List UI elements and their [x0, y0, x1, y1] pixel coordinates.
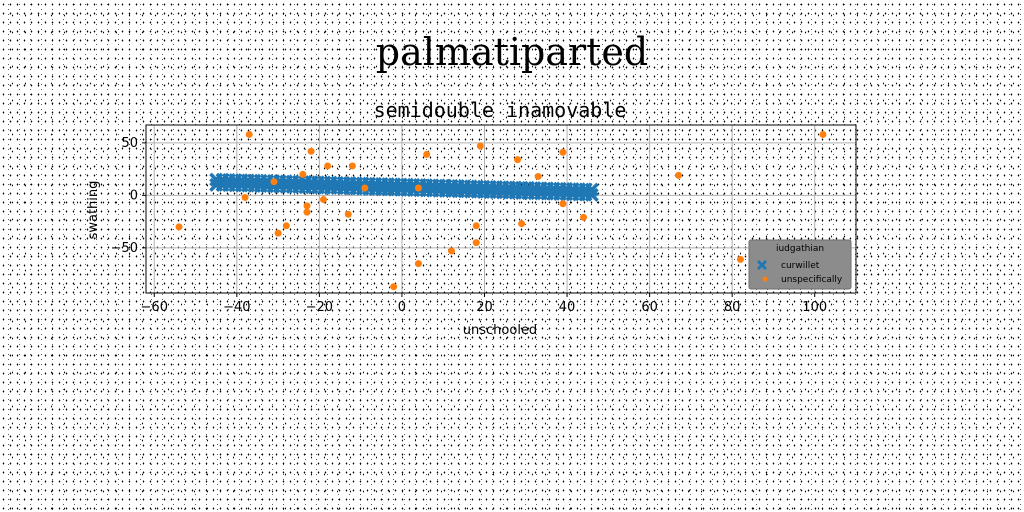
x-tick-label: 100 [802, 300, 827, 315]
axis-ticks: −60 −40 −20 0 20 40 60 80 100 −50 0 50 [111, 136, 828, 315]
data-point-unspecifically [518, 220, 526, 228]
data-point-unspecifically [819, 130, 827, 138]
data-point-unspecifically [447, 247, 455, 255]
data-point-unspecifically [270, 178, 278, 186]
legend: iudgathian curwillet unspecifically [748, 239, 852, 290]
data-point-unspecifically [736, 255, 744, 263]
data-point-unspecifically [324, 162, 332, 170]
chart-title: semidouble inamovable [374, 98, 627, 122]
data-point-unspecifically [559, 148, 567, 156]
legend-label-curwillet: curwillet [781, 261, 820, 271]
y-tick-label: 50 [121, 136, 138, 151]
data-point-unspecifically [344, 210, 352, 218]
data-point-unspecifically [580, 213, 588, 221]
data-point-unspecifically [320, 196, 327, 204]
x-tick-label: 20 [476, 300, 493, 315]
data-point-unspecifically [423, 150, 431, 158]
x-tick-label: 40 [559, 300, 576, 315]
data-point-unspecifically [414, 184, 422, 192]
x-tick-label: −40 [223, 300, 250, 315]
data-point-unspecifically [307, 147, 315, 155]
data-point-unspecifically [472, 222, 480, 230]
x-tick-label: 60 [641, 300, 658, 315]
x-axis-title: unschooled [463, 323, 537, 338]
data-point-unspecifically [303, 202, 311, 210]
legend-marker-unspecifically [762, 276, 768, 282]
y-tick-label: −50 [111, 241, 138, 256]
figure-suptitle: palmatiparted [375, 30, 649, 74]
data-point-unspecifically [241, 193, 249, 201]
data-point-unspecifically [282, 222, 290, 230]
data-point-unspecifically [675, 171, 682, 179]
plot-markers [175, 130, 827, 291]
y-tick-label: 0 [130, 188, 138, 203]
data-point-unspecifically [390, 283, 398, 291]
x-tick-label: 0 [398, 300, 406, 315]
legend-box [748, 239, 852, 290]
x-tick-label: 80 [724, 300, 741, 315]
data-point-unspecifically [514, 156, 522, 164]
data-point-unspecifically [476, 142, 484, 150]
data-point-unspecifically [274, 229, 282, 237]
data-point-unspecifically [361, 184, 369, 192]
data-point-unspecifically [534, 172, 542, 180]
legend-marker-curwillet [757, 260, 767, 270]
data-point-unspecifically [245, 130, 253, 138]
legend-label-unspecifically: unspecifically [781, 275, 843, 285]
data-point-unspecifically [348, 162, 356, 170]
data-point-curwillet [584, 182, 599, 197]
x-tick-label: −60 [141, 300, 168, 315]
data-point-unspecifically [472, 239, 480, 247]
data-point-unspecifically [559, 200, 567, 208]
data-point-unspecifically [175, 223, 183, 231]
data-point-unspecifically [299, 170, 307, 178]
y-axis-title: swathing [86, 181, 101, 240]
data-point-unspecifically [414, 260, 422, 268]
plot-frame [145, 124, 857, 294]
x-tick-label: −20 [306, 300, 333, 315]
legend-title: iudgathian [776, 244, 824, 254]
data-point-unspecifically [303, 208, 311, 216]
